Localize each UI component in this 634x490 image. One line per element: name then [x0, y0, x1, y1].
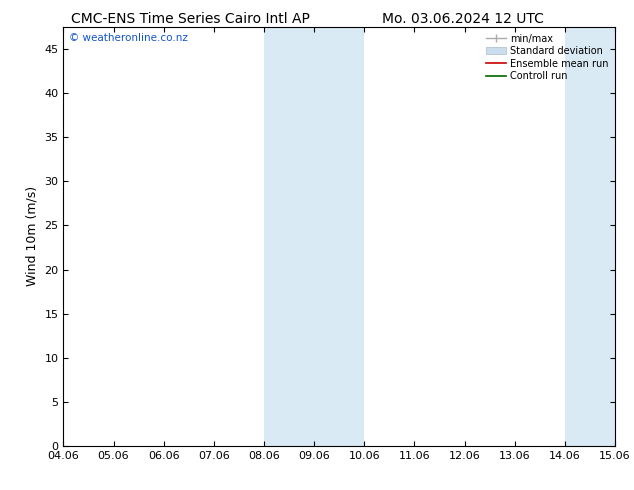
Bar: [264, 27, 314, 446]
Legend: min/max, Standard deviation, Ensemble mean run, Controll run: min/max, Standard deviation, Ensemble me…: [482, 30, 612, 85]
Y-axis label: Wind 10m (m/s): Wind 10m (m/s): [26, 186, 39, 287]
Text: Mo. 03.06.2024 12 UTC: Mo. 03.06.2024 12 UTC: [382, 12, 544, 26]
Bar: [314, 27, 365, 446]
Text: CMC-ENS Time Series Cairo Intl AP: CMC-ENS Time Series Cairo Intl AP: [71, 12, 309, 26]
Bar: [565, 27, 634, 446]
Text: © weatheronline.co.nz: © weatheronline.co.nz: [69, 33, 188, 43]
